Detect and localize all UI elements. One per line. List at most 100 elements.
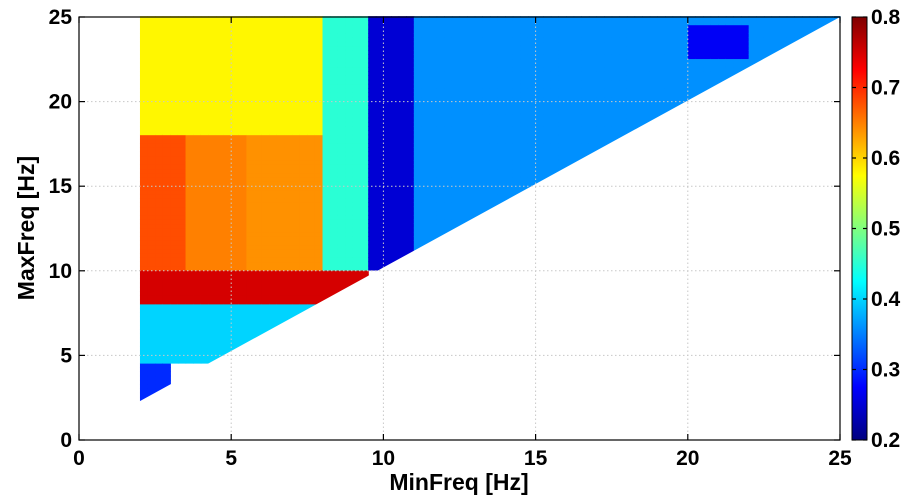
heatmap-cell [451,202,461,208]
heatmap-cell [147,41,156,47]
heatmap-cell [254,312,263,318]
heatmap-cell [292,143,301,148]
heatmap-cell [421,227,430,233]
heatmap-cell [238,198,248,203]
heatmap-cell [139,130,149,136]
heatmap-cell [619,121,628,127]
heatmap-cell [535,66,544,72]
heatmap-cell [573,83,582,89]
heatmap-cell [444,219,453,225]
heatmap-cell [680,28,689,34]
heatmap-cell [489,100,499,106]
heatmap-cell [619,83,628,89]
heatmap-cell [619,79,628,85]
heatmap-cell [284,58,293,64]
heatmap-cell [330,75,339,81]
heatmap-cell [596,54,605,60]
heatmap-cell [269,189,278,195]
heatmap-cell [215,320,225,326]
heatmap-cell [482,75,491,81]
heatmap-cell [223,143,232,148]
heatmap-cell [429,164,438,170]
heatmap-cell [193,210,202,216]
heatmap-cell [421,37,430,43]
heatmap-cell [314,214,324,220]
heatmap-cell [467,210,476,216]
heatmap-cell [459,104,468,110]
heatmap-cell [634,16,643,21]
heatmap-cell [139,104,149,110]
heatmap-cell [215,66,225,72]
heatmap-cell [170,253,179,258]
heatmap-cell [337,28,346,34]
heatmap-cell [375,151,384,157]
heatmap-cell [512,121,521,127]
heatmap-cell [482,79,491,85]
heatmap-cell [155,333,164,339]
heatmap-cell [451,41,461,47]
heatmap-cell [276,168,286,174]
heatmap-cell [451,62,461,68]
heatmap-cell [200,350,209,356]
heatmap-cell [527,24,537,30]
heatmap-cell [322,219,331,225]
heatmap-cell [322,96,331,102]
heatmap-cell [368,113,377,119]
heatmap-cell [406,75,415,81]
heatmap-cell [680,83,689,89]
heatmap-cell [725,28,735,34]
heatmap-cell [193,20,202,26]
heatmap-cell [322,126,331,131]
heatmap-cell [299,49,308,55]
heatmap-cell [276,138,286,144]
heatmap-cell [512,66,521,72]
heatmap-cell [512,109,521,115]
heatmap-cell [391,58,400,64]
heatmap-cell [391,219,400,225]
heatmap-cell [322,33,331,38]
heatmap-cell [139,109,149,115]
heatmap-cell [337,138,346,144]
heatmap-cell [664,24,674,30]
heatmap-cell [444,79,453,85]
heatmap-cell [436,16,445,21]
heatmap-cell [261,206,270,212]
heatmap-cell [391,231,400,237]
heatmap-cell [314,253,324,258]
heatmap-cell [193,113,202,119]
heatmap-cell [444,223,453,229]
heatmap-cell [155,324,164,330]
heatmap-cell [238,236,248,241]
heatmap-cell [413,58,423,64]
heatmap-cell [208,33,217,38]
heatmap-cell [162,333,171,339]
heatmap-cell [756,49,765,55]
heatmap-cell [231,303,240,309]
heatmap-cell [155,134,164,140]
heatmap-cell [246,117,255,123]
heatmap-cell [626,121,636,127]
heatmap-cell [314,261,324,267]
heatmap-cell [139,253,149,258]
heatmap-cell [162,189,171,195]
heatmap-cell [269,206,278,212]
heatmap-cell [391,236,400,241]
heatmap-cell [269,316,278,322]
heatmap-cell [170,223,179,229]
heatmap-cell [147,274,156,280]
heatmap-cell [254,324,263,330]
heatmap-cell [162,92,171,98]
heatmap-cell [238,193,248,199]
heatmap-cell [368,189,377,195]
heatmap-cell [276,66,286,72]
heatmap-cell [231,278,240,284]
heatmap-cell [261,28,270,34]
heatmap-cell [261,54,270,60]
heatmap-cell [284,206,293,212]
heatmap-cell [345,244,354,250]
heatmap-cell [512,71,521,76]
heatmap-cell [155,308,164,313]
heatmap-cell [284,92,293,98]
heatmap-cell [375,181,384,186]
heatmap-cell [231,329,240,334]
